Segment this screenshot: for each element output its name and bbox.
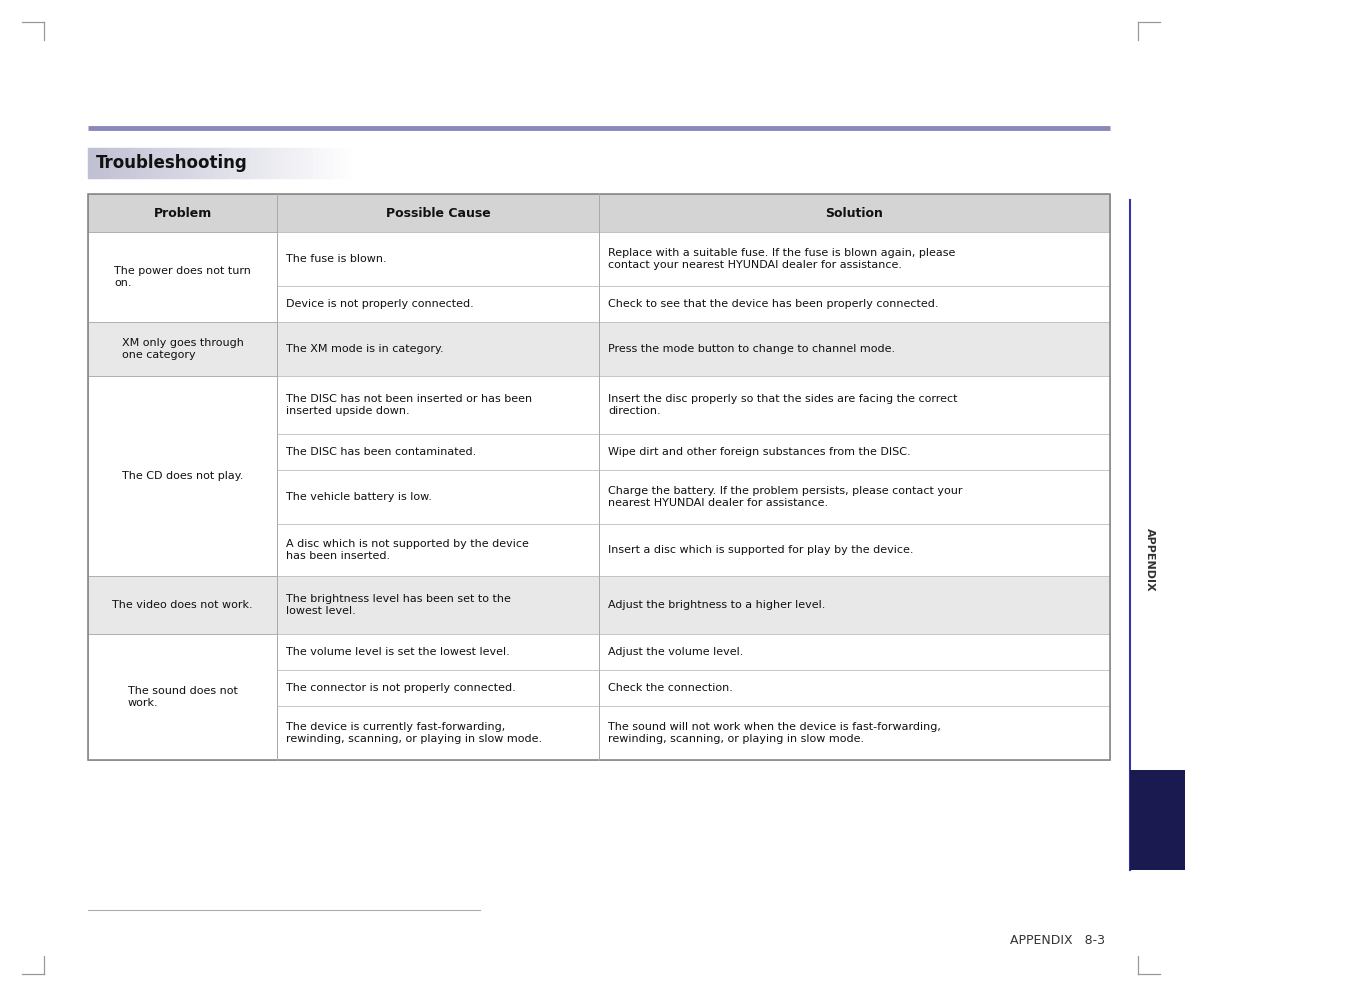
Text: A disc which is not supported by the device
has been inserted.: A disc which is not supported by the dev… — [286, 539, 528, 561]
Text: The sound does not
work.: The sound does not work. — [128, 686, 237, 708]
Text: The volume level is set the lowest level.: The volume level is set the lowest level… — [286, 647, 509, 657]
Text: Insert the disc properly so that the sides are facing the correct
direction.: Insert the disc properly so that the sid… — [607, 394, 957, 415]
Bar — [89, 376, 276, 576]
Text: The connector is not properly connected.: The connector is not properly connected. — [286, 683, 516, 693]
Bar — [276, 286, 599, 322]
Bar — [599, 322, 1110, 376]
Bar — [276, 470, 599, 524]
Bar — [89, 232, 276, 322]
Text: The DISC has not been inserted or has been
inserted upside down.: The DISC has not been inserted or has be… — [286, 394, 533, 415]
Bar — [89, 634, 276, 760]
Bar — [276, 434, 599, 470]
Text: The sound will not work when the device is fast-forwarding,
rewinding, scanning,: The sound will not work when the device … — [607, 722, 941, 744]
Bar — [276, 194, 599, 232]
Text: Charge the battery. If the problem persists, please contact your
nearest HYUNDAI: Charge the battery. If the problem persi… — [607, 486, 963, 508]
Bar — [599, 470, 1110, 524]
Text: Troubleshooting: Troubleshooting — [95, 154, 248, 172]
Text: The video does not work.: The video does not work. — [112, 600, 253, 610]
Bar — [599, 286, 1110, 322]
Bar — [599, 670, 1110, 706]
Text: Problem: Problem — [154, 206, 211, 219]
Bar — [276, 524, 599, 576]
Text: APPENDIX   8-3: APPENDIX 8-3 — [1011, 933, 1105, 946]
Text: The CD does not play.: The CD does not play. — [121, 471, 244, 481]
Text: The power does not turn
on.: The power does not turn on. — [114, 266, 251, 288]
Text: The DISC has been contaminated.: The DISC has been contaminated. — [286, 447, 477, 457]
Bar — [1130, 770, 1185, 870]
Bar — [599, 376, 1110, 434]
Text: The fuse is blown.: The fuse is blown. — [286, 254, 387, 264]
Text: The vehicle battery is low.: The vehicle battery is low. — [286, 492, 432, 502]
Bar — [599, 434, 1110, 470]
Bar — [276, 706, 599, 760]
Bar — [599, 194, 1110, 232]
Text: APPENDIX: APPENDIX — [1145, 528, 1155, 592]
Bar — [276, 376, 599, 434]
Text: Check the connection.: Check the connection. — [607, 683, 733, 693]
Text: Replace with a suitable fuse. If the fuse is blown again, please
contact your ne: Replace with a suitable fuse. If the fus… — [607, 248, 955, 270]
Text: Press the mode button to change to channel mode.: Press the mode button to change to chann… — [607, 344, 895, 354]
Text: The XM mode is in category.: The XM mode is in category. — [286, 344, 444, 354]
Bar — [89, 576, 276, 634]
Text: Device is not properly connected.: Device is not properly connected. — [286, 299, 474, 309]
Text: Adjust the brightness to a higher level.: Adjust the brightness to a higher level. — [607, 600, 825, 610]
Text: Insert a disc which is supported for play by the device.: Insert a disc which is supported for pla… — [607, 545, 914, 555]
Bar — [276, 634, 599, 670]
Bar — [599, 524, 1110, 576]
Bar — [276, 232, 599, 286]
Bar — [599, 576, 1110, 634]
Bar — [276, 322, 599, 376]
Text: Adjust the volume level.: Adjust the volume level. — [607, 647, 744, 657]
Text: The brightness level has been set to the
lowest level.: The brightness level has been set to the… — [286, 595, 511, 616]
Bar — [599, 634, 1110, 670]
Text: Solution: Solution — [825, 206, 884, 219]
Bar — [276, 576, 599, 634]
Text: Wipe dirt and other foreign substances from the DISC.: Wipe dirt and other foreign substances f… — [607, 447, 911, 457]
Bar — [599, 232, 1110, 286]
Text: The device is currently fast-forwarding,
rewinding, scanning, or playing in slow: The device is currently fast-forwarding,… — [286, 722, 542, 744]
Bar — [599, 706, 1110, 760]
Text: XM only goes through
one category: XM only goes through one category — [121, 339, 244, 360]
Bar — [89, 194, 1110, 760]
Bar — [89, 194, 276, 232]
Text: Possible Cause: Possible Cause — [385, 206, 490, 219]
Bar — [276, 670, 599, 706]
Bar — [89, 322, 276, 376]
Text: Check to see that the device has been properly connected.: Check to see that the device has been pr… — [607, 299, 938, 309]
